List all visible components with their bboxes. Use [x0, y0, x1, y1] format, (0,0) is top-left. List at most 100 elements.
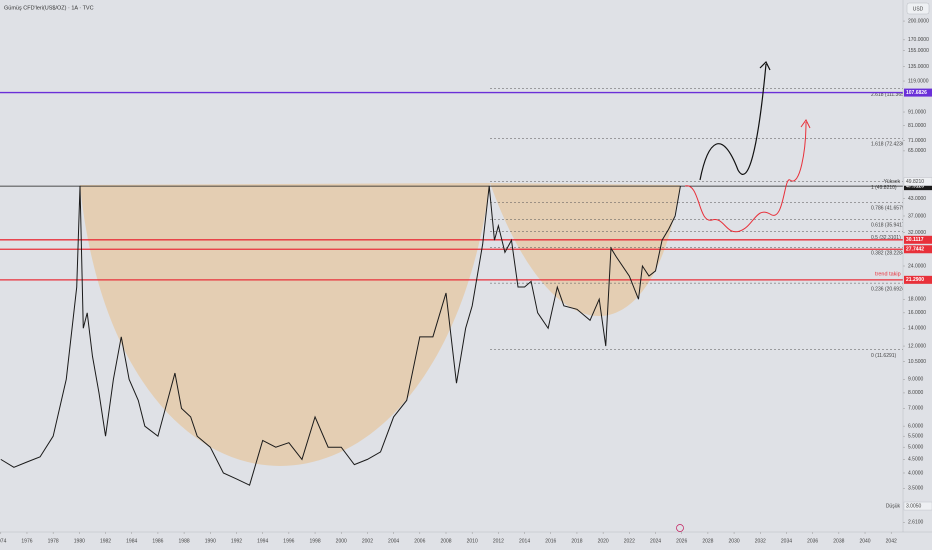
x-tick-label: 2014	[519, 538, 530, 544]
x-tick-label: 2030	[729, 538, 740, 544]
y-tick-label: 18.0000	[908, 297, 926, 303]
fib-label: 1.618 (72.4236)	[871, 142, 907, 148]
y-tick-label: 5.0000	[908, 445, 924, 451]
x-tick-label: 2016	[545, 538, 556, 544]
y-tick-label: 5.5000	[908, 434, 924, 440]
x-tick-label: 1984	[126, 538, 137, 544]
currency: USD	[913, 6, 924, 12]
price-tag	[904, 88, 932, 97]
price-tag-label: 21.2900	[906, 277, 924, 283]
y-tick-label: 200.0000	[908, 18, 929, 24]
x-tick-label: 2010	[467, 538, 478, 544]
fib-label: 0.382 (28.2284)	[871, 251, 907, 257]
y-tick-label: 6.0000	[908, 423, 924, 429]
x-tick-label: 1996	[283, 538, 294, 544]
y-tick-label: 91.0000	[908, 109, 926, 115]
x-tick-label: 1990	[205, 538, 216, 544]
y-tick-label: 16.0000	[908, 310, 926, 316]
price-tag-label: 107.6826	[906, 90, 927, 96]
y-tick-label: 155.0000	[908, 48, 929, 54]
x-tick-label: 1994	[257, 538, 268, 544]
x-tick-label: 2020	[598, 538, 609, 544]
x-tick-label: 2008	[440, 538, 451, 544]
projection-arrow	[759, 60, 771, 71]
y-tick-label: 2.6100	[908, 520, 924, 526]
y-tick-label: 10.5000	[908, 359, 926, 365]
currency-box[interactable]	[906, 2, 930, 15]
y-tick-label: 4.5000	[908, 457, 924, 463]
price-tag-label: 47.9120	[906, 183, 924, 189]
x-tick-label: 2002	[362, 538, 373, 544]
x-tick-label: 2022	[624, 538, 635, 544]
x-tick-label: 2040	[859, 538, 870, 544]
x-tick-label: 1988	[179, 538, 190, 544]
trend-note: trend takip	[875, 271, 901, 277]
x-tick-label: 1974	[0, 538, 7, 544]
x-tick-label: 2026	[676, 538, 687, 544]
y-tick-label: 43.0000	[908, 196, 926, 202]
x-tick-label: 2006	[414, 538, 425, 544]
price-tag-label: 30.1117	[906, 237, 924, 243]
x-tick-label: 2028	[702, 538, 713, 544]
y-tick-label: 81.0000	[908, 123, 926, 129]
fib-label: 2.618 (111.3659)	[871, 92, 909, 98]
price-tag	[904, 245, 932, 254]
projection-arrow	[800, 119, 811, 129]
y-tick-label: 12.0000	[908, 343, 926, 349]
low-value: 3.0050	[906, 503, 922, 509]
high-value: 49.8210	[906, 179, 924, 185]
projection-black	[699, 63, 767, 181]
y-tick-label: 170.0000	[908, 37, 929, 43]
y-tick-label: 119.0000	[908, 78, 929, 84]
y-tick-label: 24.0000	[908, 263, 926, 269]
y-tick-label: 37.0000	[908, 213, 926, 219]
x-tick-label: 2032	[755, 538, 766, 544]
y-tick-label: 8.0000	[908, 390, 924, 396]
high-name: Yüksek	[884, 179, 901, 185]
axis-layer: 200.0000 170.0000 155.0000 135.0000 119.0000…	[0, 18, 932, 544]
price-tag	[904, 182, 932, 191]
y-tick-label: 32.0000	[908, 230, 926, 236]
x-tick-label: 1986	[152, 538, 163, 544]
x-tick-label: 1998	[309, 538, 320, 544]
x-tick-label: 2004	[388, 538, 399, 544]
y-tick-label: 135.0000	[908, 64, 929, 70]
y-tick-label: 9.0000	[908, 377, 924, 383]
y-tick-label: 7.0000	[908, 406, 924, 412]
x-tick-label: 2036	[807, 538, 818, 544]
fib-label: 0.236 (20.6924)	[871, 286, 907, 292]
y-tick-label: 3.5000	[908, 486, 924, 492]
high-tag	[903, 177, 932, 186]
x-tick-label: 1992	[231, 538, 242, 544]
chart-title: Gümüş CFD'leri(US$/OZ) · 1A · TVC	[4, 5, 94, 11]
x-tick-label: 2042	[886, 538, 897, 544]
fib-label: 0.5 (32.3101)	[871, 235, 901, 241]
price-tag-label: 27.7442	[906, 247, 924, 253]
lines-layer: 2.618 (111.3659) 1.618 (72.4236) 1 (49.821…	[0, 88, 909, 359]
data-layer	[0, 185, 681, 486]
event-icon[interactable]	[676, 524, 684, 532]
fib-label: 0.618 (35.9417)	[871, 223, 907, 229]
projection-red	[684, 121, 807, 233]
x-tick-label: 2012	[493, 538, 504, 544]
y-tick-label: 71.0000	[908, 138, 926, 144]
fib-label: 0.786 (41.6579)	[871, 206, 907, 212]
x-tick-label: 2038	[833, 538, 844, 544]
x-tick-label: 2034	[781, 538, 792, 544]
cup-shape	[80, 183, 490, 467]
fib-label: 1 (49.8210)	[871, 185, 897, 191]
price-tag	[904, 275, 932, 284]
y-tick-label: 65.0000	[908, 148, 926, 154]
x-tick-label: 1982	[100, 538, 111, 544]
y-tick-label: 14.0000	[908, 326, 926, 332]
low-tag	[903, 501, 932, 511]
x-tick-label: 2024	[650, 538, 661, 544]
x-tick-label: 2018	[571, 538, 582, 544]
price-tag	[904, 235, 932, 244]
fib-label: 0 (11.6291)	[871, 353, 897, 359]
x-tick-label: 2000	[336, 538, 347, 544]
price-line-series	[0, 185, 681, 486]
low-name: Düşük	[886, 503, 901, 509]
x-tick-label: 1976	[21, 538, 32, 544]
